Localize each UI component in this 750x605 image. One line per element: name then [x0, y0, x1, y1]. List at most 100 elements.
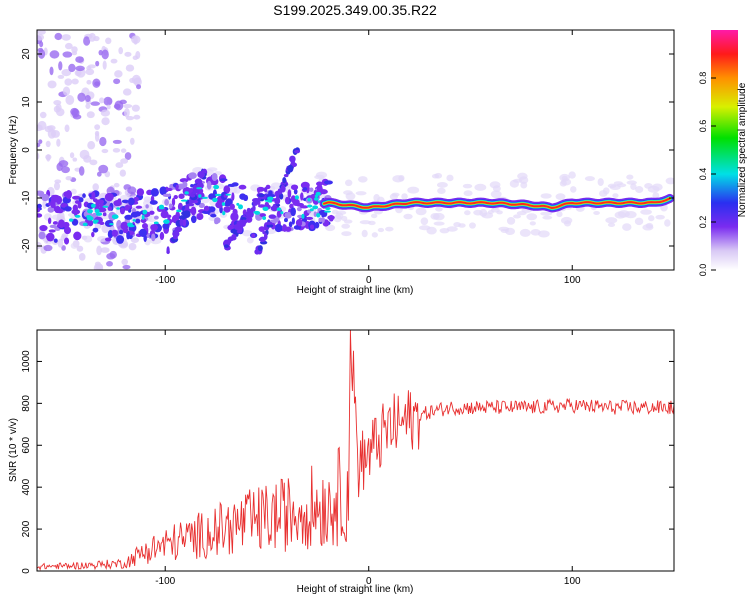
- spectrogram-band-blob: [230, 214, 236, 219]
- spectrogram-ytick-label: 0: [21, 147, 32, 153]
- spectrogram-blob: [120, 148, 127, 153]
- spectrogram-band-blob: [78, 197, 84, 203]
- spectrogram-band-blob: [173, 195, 178, 200]
- spectrogram-blob: [75, 56, 84, 63]
- spectrogram-band-blob: [316, 181, 323, 187]
- spectrogram-band-blob: [37, 213, 43, 218]
- spectrogram-band-blob: [82, 193, 86, 198]
- spectrogram-halo: [462, 183, 473, 189]
- spectrogram-speck: [82, 222, 88, 227]
- spectrogram-arc-blob: [287, 164, 294, 173]
- spectrogram-arc-blob: [246, 207, 251, 213]
- spectrogram-speck: [267, 196, 274, 201]
- colorbar-tick-label: 0.4: [698, 168, 708, 181]
- spectrogram-speck: [198, 194, 202, 198]
- spectrogram-speck: [116, 207, 120, 210]
- spectrogram-halo: [630, 183, 637, 191]
- spectrogram-band-blob: [201, 210, 211, 215]
- spectrogram-blob: [122, 264, 131, 270]
- spectrogram-band-blob: [49, 224, 57, 229]
- spectrogram-band-blob: [270, 222, 276, 230]
- spectrogram-speck: [264, 199, 271, 202]
- spectrogram-band-blob: [116, 235, 125, 244]
- spectrogram-speck: [323, 210, 331, 213]
- spectrogram-speck: [87, 208, 93, 214]
- spectrogram-arc-blob: [240, 217, 247, 221]
- spectrogram-band-blob: [259, 213, 267, 218]
- spectrogram-blob: [89, 159, 98, 166]
- spectrogram-blob: [65, 175, 73, 181]
- spectrogram-speck: [314, 197, 319, 201]
- spectrogram-band-blob: [102, 212, 107, 217]
- spectrogram-blob: [127, 186, 137, 195]
- spectrogram-halo: [664, 219, 671, 227]
- spectrogram-band-blob: [107, 230, 114, 239]
- spectrogram-blob: [101, 148, 109, 154]
- spectrogram-halo: [389, 193, 398, 200]
- spectrogram-blob: [126, 115, 135, 121]
- spectrogram-blob: [101, 49, 109, 60]
- spectrogram-band-blob: [53, 238, 58, 243]
- spectrogram-blob: [62, 86, 71, 96]
- spectrogram-ytick-label: -20: [21, 238, 32, 253]
- spectrogram-blob: [75, 65, 85, 72]
- spectrogram-band-blob: [292, 198, 300, 207]
- colorbar-tick-label: 0.2: [698, 216, 708, 229]
- spectrogram-band-blob: [257, 187, 261, 194]
- spectrogram-band-blob: [51, 194, 60, 198]
- spectrogram-blob: [71, 51, 78, 56]
- spectrogram-band-blob: [323, 180, 333, 185]
- spectrogram-speck: [102, 205, 109, 208]
- spectrogram-blob: [78, 252, 86, 261]
- spectrogram-band-blob: [165, 187, 173, 192]
- spectrogram-blob: [129, 77, 136, 84]
- spectrogram-blob: [47, 125, 56, 131]
- spectrogram-band-blob: [92, 227, 99, 233]
- spectrogram-speck: [262, 216, 267, 220]
- spectrogram-blob: [53, 100, 62, 106]
- spectrogram-band-blob: [60, 203, 68, 208]
- spectrogram-band-blob: [258, 226, 266, 233]
- spectrogram-halo: [568, 171, 576, 179]
- spectrogram-band-blob: [268, 190, 273, 196]
- spectrogram-band-blob: [41, 193, 50, 202]
- spectrogram-halo: [371, 232, 378, 238]
- spectrogram-band-blob: [117, 198, 122, 203]
- spectrogram-band-blob: [203, 205, 210, 212]
- spectrogram-speck: [276, 207, 282, 212]
- spectrogram-blob: [57, 74, 65, 79]
- spectrogram-blob: [113, 78, 121, 85]
- snr-xtick-label: 100: [564, 576, 581, 587]
- colorbar-tick-label: 0.6: [698, 120, 708, 133]
- spectrogram-speck: [238, 204, 243, 210]
- spectrogram-halo: [335, 210, 347, 215]
- spectrogram-blob: [128, 242, 137, 251]
- spectrogram-xtick-label: 0: [366, 275, 372, 286]
- snr-frame: [36, 329, 675, 572]
- spectrogram-band-blob: [231, 192, 235, 201]
- spectrogram-band-blob: [47, 206, 55, 213]
- spectrogram-band-blob: [196, 212, 204, 221]
- spectrogram-blob: [125, 64, 135, 72]
- spectrogram-halo: [377, 227, 385, 233]
- spectrogram-band-blob: [47, 217, 52, 225]
- spectrogram-halo: [540, 193, 552, 199]
- spectrogram-speck: [294, 195, 299, 200]
- spectrogram-speck: [176, 209, 182, 213]
- spectrogram-band-blob: [71, 218, 79, 226]
- chart-title: S199.2025.349.00.35.R22: [273, 2, 437, 18]
- spectrogram-band-blob: [188, 172, 197, 179]
- spectrogram-halo: [635, 186, 644, 194]
- spectrogram-blob: [133, 78, 141, 84]
- spectrogram-arc-blob: [282, 177, 287, 184]
- spectrogram-blob: [121, 258, 129, 266]
- spectrogram-ytick-label: 20: [21, 48, 32, 60]
- spectrogram-band-blob: [38, 231, 46, 240]
- spectrogram-band-blob: [162, 223, 170, 230]
- spectrogram-blob: [112, 139, 122, 144]
- spectrogram-band-blob: [215, 201, 224, 209]
